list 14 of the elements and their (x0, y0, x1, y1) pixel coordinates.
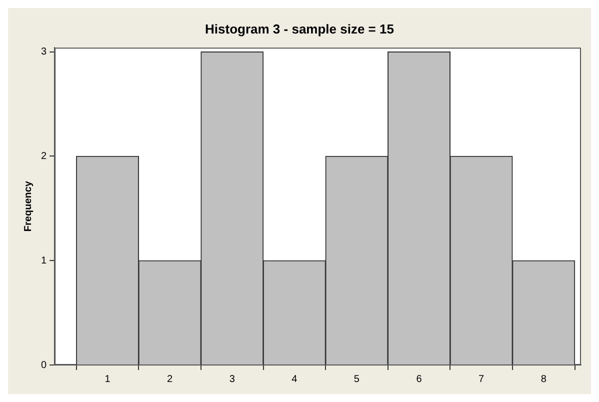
x-tick-label: 5 (354, 374, 360, 385)
y-tick-label: 2 (41, 150, 47, 162)
y-tick-label: 3 (41, 46, 47, 58)
x-tick-label: 2 (167, 374, 174, 385)
x-tick-label: 8 (540, 374, 547, 385)
x-tick-label: 6 (416, 374, 422, 385)
chart-title: Histogram 3 - sample size = 15 (205, 21, 394, 36)
x-tick-label: 3 (229, 374, 236, 385)
x-tick-label: 7 (478, 374, 485, 385)
y-axis-title: Frequency (22, 180, 34, 232)
x-tick-label: 1 (104, 374, 111, 385)
y-tick-label: 0 (41, 360, 47, 371)
x-tick-label: 4 (292, 374, 298, 385)
y-tick-label: 1 (41, 255, 47, 266)
